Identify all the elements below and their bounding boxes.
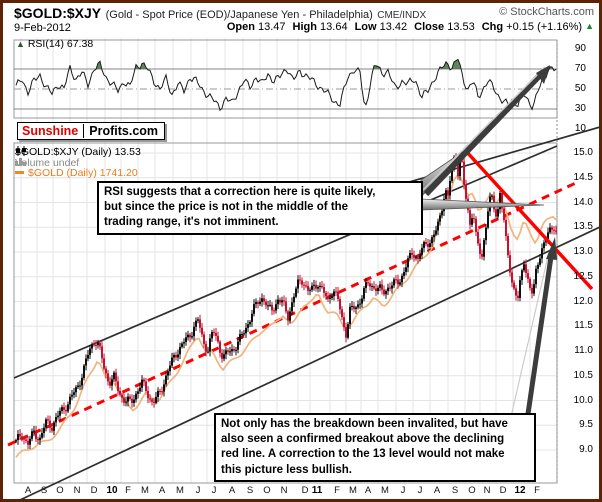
month-axis-label: O — [468, 485, 476, 496]
chart-date: 9-Feb-2012 — [14, 22, 71, 34]
annotation-box-breakout: Not only has the breakdown been invalite… — [214, 413, 536, 482]
annotation-box-rsi: RSI suggests that a correction here is q… — [97, 181, 423, 235]
rsi-axis-label: 50 — [574, 83, 586, 94]
month-axis-label: J — [417, 485, 423, 496]
quote-value: +0.15 (+1.16%) — [503, 21, 583, 33]
month-axis-label: D — [301, 485, 309, 496]
rsi-legend: ▲ RSI(14) 67.38 — [16, 38, 93, 50]
month-axis-label: 11 — [311, 485, 323, 496]
price-axis-label: 11.0 — [574, 345, 593, 356]
gold-overlay-legend: $GOLD (Daily) 1741.20 — [15, 167, 138, 179]
price-axis-label: 11.5 — [574, 320, 593, 332]
rsi-plot — [15, 58, 557, 112]
quote-label: Low — [354, 21, 377, 33]
month-axis-label: M — [141, 485, 149, 496]
ohlc-values: Open 13.47 High 13.64 Low 13.42 Close 13.53… — [220, 21, 582, 33]
month-axis-label: F — [125, 485, 131, 496]
month-axis-label: J — [211, 485, 217, 496]
gold-line-icon — [15, 171, 24, 174]
rsi-axis-label: 10 — [574, 123, 586, 134]
month-axis-label: N — [280, 485, 288, 496]
price-axis-label: 13.5 — [573, 221, 593, 233]
symbol-title: $GOLD:$XJY — [14, 5, 102, 21]
price-axis-label: 15.0 — [573, 147, 593, 158]
rsi-axis-label: 90 — [574, 43, 586, 54]
price-axis-label: 14.5 — [573, 171, 593, 183]
declining-red-line — [463, 148, 594, 291]
price-axis-label: 12.0 — [573, 295, 593, 307]
gold-legend-label: $GOLD (Daily) 1741.20 — [28, 167, 138, 179]
price-legend-label: $GOLD:$XJY (Daily) 13.53 — [15, 146, 141, 158]
sunshine-profits-logo: Sunshine Profits.com — [17, 122, 166, 140]
price-axis-label: 14.0 — [573, 196, 593, 208]
quote-value: 13.47 — [254, 21, 286, 33]
logo-part1: Sunshine — [22, 124, 85, 138]
month-axis-label: 10 — [106, 485, 118, 496]
change-up-triangle-icon: ▲ — [585, 21, 594, 31]
symbol-description: (Gold - Spot Price (EOD)/Japanese Yen - … — [105, 9, 373, 21]
price-axis-label: 9.0 — [579, 444, 593, 455]
quote-value: 13.64 — [316, 21, 348, 33]
month-axis-label: M — [381, 485, 389, 496]
price-axis-label: 10.0 — [573, 394, 593, 406]
month-axis-label: J — [400, 485, 406, 496]
candlestick-icon — [16, 146, 26, 156]
month-axis-label: A — [433, 485, 441, 496]
quote-label: High — [292, 21, 317, 33]
price-axis-label: 10.5 — [573, 369, 593, 381]
month-axis-label: M — [176, 485, 184, 496]
month-axis-label: S — [246, 485, 254, 496]
quote-label: Chg — [481, 21, 504, 33]
quote-label: Close — [414, 21, 445, 33]
candlesticks — [15, 153, 557, 450]
month-axis-label: D — [499, 485, 507, 496]
rsi-axis-label: 70 — [574, 63, 586, 74]
logo-part2: Profits.com — [89, 124, 159, 138]
header-title-row: $GOLD:$XJY (Gold - Spot Price (EOD)/Japa… — [14, 5, 494, 23]
quote-label: Open — [226, 21, 255, 33]
month-axis-label: A — [24, 485, 32, 496]
month-axis-label: M — [349, 485, 357, 496]
month-axis-label: A — [364, 485, 372, 496]
month-axis-label: A — [158, 485, 166, 496]
quote-value: 13.42 — [376, 21, 408, 33]
month-axis-label: O — [263, 485, 271, 496]
month-axis-label: S — [40, 485, 48, 496]
price-axis-label: 12.5 — [573, 270, 593, 282]
month-axis-label: F — [334, 485, 340, 496]
month-axis-label: N — [483, 485, 491, 496]
quote-value: 13.53 — [444, 21, 475, 33]
volume-legend: Volume undef — [15, 157, 79, 169]
rsi-legend-label: RSI(14) 67.38 — [27, 38, 94, 50]
price-legend: $GOLD:$XJY (Daily) 13.53 — [15, 146, 141, 158]
exchange-label: CME/INDX — [377, 10, 427, 21]
month-axis-label: D — [90, 485, 98, 496]
month-axis-label: O — [56, 485, 64, 496]
rsi-axis-label: 30 — [574, 103, 586, 114]
price-axis-label: 13.0 — [573, 246, 593, 257]
month-axis-label: 12 — [514, 485, 526, 496]
rsi-indicator-icon: ▲ — [16, 39, 25, 49]
month-axis-label: N — [73, 485, 81, 496]
month-axis-label: F — [534, 485, 540, 496]
volume-legend-label: Volume undef — [15, 157, 80, 169]
price-axis-label: 9.5 — [579, 419, 593, 431]
month-axis-label: J — [195, 485, 201, 496]
month-axis-label: A — [228, 485, 236, 496]
month-axis-label: S — [451, 485, 459, 496]
stockcharts-copyright: © StockCharts.com — [499, 6, 594, 18]
ohlc-quote-row: Open 13.47 High 13.64 Low 13.42 Close 13.53… — [220, 21, 594, 33]
volume-bars-icon — [15, 158, 26, 166]
